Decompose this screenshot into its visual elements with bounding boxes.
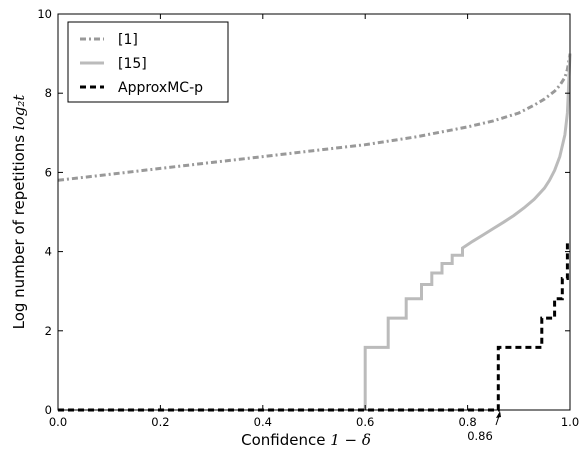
legend: [1] [15] ApproxMC-p [67, 21, 229, 103]
series-line-2 [363, 53, 572, 410]
y-axis-label-math: log₂t [10, 94, 28, 130]
x-tick-label: 0.6 [356, 415, 374, 429]
y-tick-label: 0 [45, 403, 52, 417]
legend-entry-3: ApproxMC-p [80, 80, 203, 96]
tick-layer: 0.0 0.2 0.4 0.6 0.8 1.0 0 2 4 6 8 10 [37, 7, 579, 429]
series-layer [57, 53, 572, 412]
annotation-text: 0.86 [467, 429, 493, 443]
y-tick-label: 6 [45, 165, 52, 179]
x-tick-label: 1.0 [561, 415, 579, 429]
x-tick-label: 0.8 [458, 415, 476, 429]
legend-entry-1: [1] [80, 32, 138, 48]
legend-entry-2: [15] [80, 56, 147, 72]
x-axis-label: Confidence 1 − δ [241, 431, 371, 449]
series-line-3 [58, 240, 570, 412]
legend-label-1: [1] [118, 32, 138, 48]
annotation: 0.86 [467, 411, 501, 443]
y-axis-label-text: Log number of repetitions [10, 135, 28, 330]
y-tick-label: 8 [45, 86, 52, 100]
x-axis-label-math: 1 − δ [330, 431, 371, 449]
x-tick-label: 0.0 [49, 415, 67, 429]
plot-frame [57, 13, 571, 411]
legend-label-2: [15] [118, 56, 147, 72]
x-tick-label: 0.2 [151, 415, 169, 429]
y-axis-label: Log number of repetitions log₂t [10, 94, 28, 330]
x-tick-label: 0.4 [254, 415, 272, 429]
y-tick-label: 10 [37, 7, 52, 21]
legend-label-3: ApproxMC-p [118, 80, 203, 96]
y-tick-label: 4 [45, 245, 52, 259]
y-tick-label: 2 [45, 324, 52, 338]
annotation-arrow-head [496, 411, 501, 418]
x-axis-label-text: Confidence [241, 431, 325, 449]
